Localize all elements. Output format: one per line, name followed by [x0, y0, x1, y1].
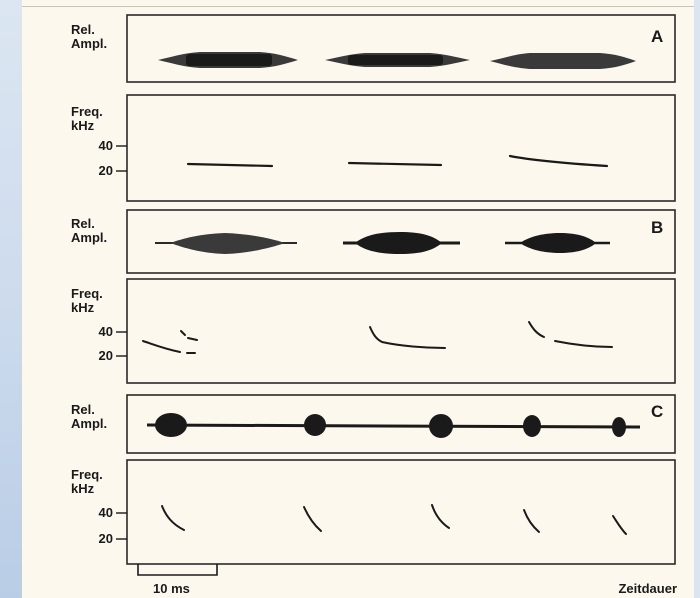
panel-b-amplitude-envelopes — [155, 232, 610, 254]
panel-a-frequency-traces — [186, 154, 609, 168]
panel-b-amplitude-frame — [126, 209, 676, 274]
panel-a-tick-20-label: 20 — [99, 163, 113, 178]
panel-c-amplitude-envelopes — [146, 413, 641, 438]
panel-a-letter: A — [651, 27, 663, 46]
panel-b-amp-label-ampl: Ampl. — [71, 230, 107, 245]
panel-c: Rel. Ampl. C Freq. kHz 40 20 — [71, 394, 676, 565]
panel-c-frequency-frame — [126, 459, 676, 565]
panel-b-letter: B — [651, 218, 663, 237]
panel-c-amp-label-rel: Rel. — [71, 402, 95, 417]
panel-c-tick-20-label: 20 — [99, 531, 113, 546]
panel-c-burst-2 — [304, 414, 326, 436]
panel-b: Rel. Ampl. B Freq. kHz 40 20 — [71, 209, 676, 384]
panel-c-khz-label: kHz — [71, 481, 95, 496]
panel-c-amp-label-ampl: Ampl. — [71, 416, 107, 431]
panel-c-burst-5 — [612, 417, 626, 437]
time-scale-bar — [137, 564, 218, 576]
panel-b-trace-1b — [180, 330, 186, 336]
scale-bar-label: 10 ms — [153, 581, 190, 596]
panel-b-envelope-3 — [520, 233, 596, 253]
panel-b-envelope-1 — [170, 233, 285, 254]
panel-a-trace-2 — [347, 161, 443, 167]
panel-c-trace-4 — [523, 509, 540, 533]
panel-c-trace-5 — [612, 515, 627, 535]
panel-c-amplitude-frame — [126, 394, 676, 454]
panel-a: Rel. Ampl. A Freq. kHz 40 20 — [71, 14, 676, 202]
panel-c-trace-3 — [431, 504, 450, 529]
panel-b-trace-2 — [369, 326, 446, 349]
panel-c-burst-1 — [155, 413, 187, 437]
panel-b-trace-3b — [554, 340, 613, 348]
panel-c-trace-2 — [303, 506, 322, 532]
panel-b-frequency-frame — [126, 278, 676, 384]
panel-a-trace-3 — [508, 154, 609, 168]
panel-a-amplitude-frame — [126, 14, 676, 83]
panel-b-envelope-2 — [355, 232, 442, 254]
panel-a-frequency-frame — [126, 94, 676, 202]
panel-b-frequency-traces — [142, 321, 613, 354]
panel-a-amp-label-rel: Rel. — [71, 22, 95, 37]
panel-a-tick-40-label: 40 — [99, 138, 113, 153]
panel-c-baseline — [146, 423, 641, 429]
panel-a-trace-1 — [186, 162, 274, 168]
panel-a-envelope-cores — [186, 54, 443, 66]
panel-a-freq-label: Freq. — [71, 104, 103, 119]
panel-b-tick-40-label: 40 — [99, 324, 113, 339]
panel-a-khz-label: kHz — [71, 118, 95, 133]
panel-b-trace-1a — [142, 340, 181, 353]
panel-b-tick-20-label: 20 — [99, 348, 113, 363]
panel-c-frequency-traces — [161, 504, 627, 535]
panel-a-core-2 — [348, 55, 443, 65]
panel-c-freq-label: Freq. — [71, 467, 103, 482]
panel-a-envelope-3 — [490, 53, 636, 69]
panel-b-trace-3a — [528, 321, 545, 338]
background-right — [694, 0, 700, 598]
panel-b-amp-label-rel: Rel. — [71, 216, 95, 231]
time-axis-label: Zeitdauer — [618, 581, 677, 596]
panel-c-burst-4 — [523, 415, 541, 437]
panel-b-trace-1c — [187, 337, 198, 341]
panel-c-letter: C — [651, 402, 663, 421]
panel-c-trace-1 — [161, 505, 185, 531]
background-left — [0, 0, 22, 598]
figure-paper — [22, 0, 694, 598]
panel-c-tick-40-label: 40 — [99, 505, 113, 520]
panel-b-freq-label: Freq. — [71, 286, 103, 301]
panel-b-khz-label: kHz — [71, 300, 95, 315]
panel-a-amp-label-ampl: Ampl. — [71, 36, 107, 51]
panel-c-burst-3 — [429, 414, 453, 438]
top-rule — [22, 6, 694, 7]
panel-a-core-1 — [186, 54, 272, 66]
